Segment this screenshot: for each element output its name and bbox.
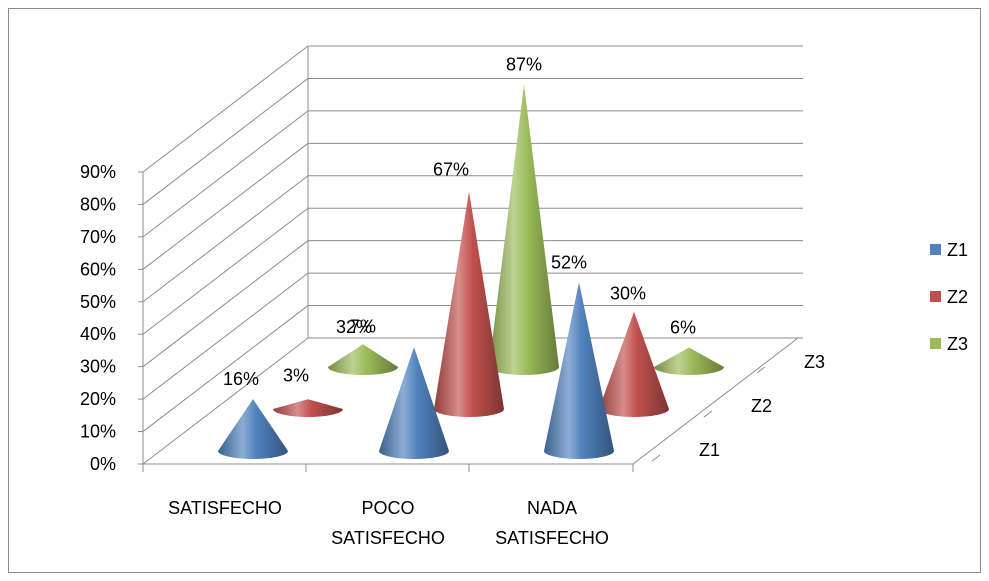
- side-gridline: [142, 45, 309, 173]
- legend-swatch-z2: [930, 291, 941, 302]
- depth-label: Z3: [804, 352, 825, 372]
- axes: [138, 171, 799, 472]
- side-gridline: [142, 272, 309, 400]
- data-label: 7%: [350, 316, 376, 336]
- cone-z1: [544, 282, 614, 459]
- category-label: SATISFECHO: [168, 498, 282, 518]
- data-label: 87%: [506, 55, 542, 75]
- y-tick-label: 60%: [80, 259, 116, 279]
- data-label: 3%: [283, 365, 309, 385]
- depth-tick-mark: [756, 366, 766, 374]
- legend-swatch-z1: [930, 244, 941, 255]
- data-label: 6%: [670, 318, 696, 338]
- y-tick-label: 10%: [80, 422, 116, 442]
- side-gridline: [142, 337, 309, 465]
- cone-z3: [489, 84, 559, 375]
- chart-frame: [8, 8, 981, 573]
- data-label: 16%: [223, 369, 259, 389]
- data-label: 32%: [336, 317, 372, 337]
- cone-z2: [434, 191, 504, 417]
- legend-label: Z2: [947, 287, 968, 307]
- gridlines: [142, 45, 803, 465]
- y-tick-label: 70%: [80, 227, 116, 247]
- side-gridline: [142, 240, 309, 368]
- depth-tick-mark: [703, 410, 713, 418]
- data-label: 52%: [551, 252, 587, 272]
- cone-z1: [379, 347, 449, 459]
- category-label: NADA SATISFECHO: [495, 498, 609, 548]
- legend-label: Z3: [947, 334, 968, 354]
- y-tick-label: 50%: [80, 292, 116, 312]
- data-label: 67%: [433, 160, 469, 180]
- cone-z2: [273, 399, 343, 417]
- cone-z3: [654, 347, 724, 375]
- y-tick-label: 40%: [80, 324, 116, 344]
- y-tick-label: 20%: [80, 389, 116, 409]
- side-gridline: [142, 142, 309, 270]
- legend-label: Z1: [947, 240, 968, 260]
- labels: 0% 10% 20% 30% 40% 50% 60% 70% 80% 90% SATISFECHO P…: [80, 55, 825, 548]
- depth-tick-mark: [651, 454, 661, 462]
- cone-z2: [599, 311, 669, 417]
- side-gridline: [142, 78, 309, 205]
- y-tick-label: 90%: [80, 162, 116, 182]
- depth-label: Z2: [751, 396, 772, 416]
- legend-swatch-z3: [930, 338, 941, 349]
- cone-z1: [218, 399, 288, 459]
- depth-label: Z1: [699, 440, 720, 460]
- y-tick-label: 80%: [80, 194, 116, 214]
- legend: Z1 Z2 Z3: [930, 240, 968, 354]
- side-gridline: [142, 207, 309, 335]
- side-gridline: [142, 110, 309, 238]
- category-label: POCO SATISFECHO: [331, 498, 445, 548]
- y-tick-label: 30%: [80, 357, 116, 377]
- y-tick-label: 0%: [90, 454, 116, 474]
- data-label: 30%: [610, 284, 646, 304]
- cone-z3: [328, 344, 398, 375]
- side-gridline: [142, 305, 309, 432]
- side-gridline: [142, 175, 309, 303]
- cones: [218, 84, 724, 459]
